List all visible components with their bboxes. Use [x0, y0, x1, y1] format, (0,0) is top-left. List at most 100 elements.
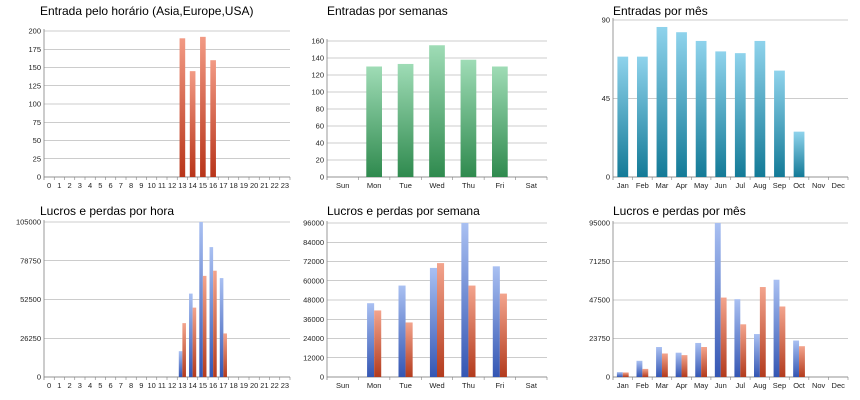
bar-red-16	[210, 60, 216, 178]
x-tick-label: 21	[260, 381, 268, 390]
x-tick-label: 12	[168, 381, 176, 390]
x-tick-label: Aug	[753, 181, 766, 190]
y-tick-label: 36000	[303, 315, 324, 324]
chart-entradas-por-semanas: Entradas por semanas 0 20 40 60 80 100 120 140 1…	[311, 4, 548, 194]
chart-plot: 0 45 90 Jan Feb Mar Apr May Jun Jul Aug Sep Oct Nov De…	[602, 16, 849, 190]
bar-orange-17	[223, 333, 227, 377]
y-tick-label: 140	[311, 54, 324, 63]
x-tick-label: 21	[260, 181, 268, 190]
bar-red-13	[179, 38, 186, 177]
bar-orange-Wed	[437, 263, 445, 377]
bar-blue-Oct	[793, 340, 800, 377]
bar-blue-Wed	[429, 267, 437, 377]
bar-orange-Jul	[740, 324, 747, 377]
x-tick-label: May	[694, 181, 708, 190]
bar-teal-Oct	[793, 131, 805, 177]
chart-plot: 0 23750 47500 71250 95000 Jan Feb Mar Apr May Jun J…	[589, 219, 849, 390]
chart-title: Entradas por semanas	[327, 4, 448, 18]
bar-blue-16	[209, 247, 214, 377]
bar-blue-Aug	[754, 334, 760, 377]
bar-blue-Apr	[675, 352, 682, 377]
bar-blue-Jun	[714, 223, 721, 377]
y-tick-label: 80	[316, 105, 324, 114]
chart-plot: 0 20 40 60 80 100 120 140 160 Sun Mon Tue Wed Thu Fri S…	[311, 37, 548, 190]
y-tick-label: 47500	[589, 296, 610, 305]
bar-blue-Tue	[398, 285, 406, 377]
y-tick-label: 100	[311, 88, 324, 97]
x-tick-label: 1	[57, 381, 61, 390]
bar-blue-Feb	[636, 360, 643, 377]
y-tick-label: 0	[320, 373, 324, 382]
x-tick-label: 10	[147, 381, 155, 390]
x-tick-label: 17	[219, 381, 227, 390]
bar-teal-Mar	[656, 26, 668, 177]
x-tick-label: 11	[158, 181, 166, 190]
x-tick-label: 9	[139, 381, 143, 390]
x-tick-label: Apr	[676, 181, 688, 190]
chart-lucros-perdas-por-mes: Lucros e perdas por mês 0 23750 47500 71250…	[589, 204, 849, 396]
x-tick-label: 17	[219, 181, 227, 190]
bar-orange-Oct	[799, 346, 805, 377]
y-tick-label: 23750	[589, 334, 610, 343]
x-tick-label: 2	[68, 181, 72, 190]
bar-blue-Mar	[656, 347, 662, 377]
bar-orange-Mar	[661, 353, 668, 377]
bar-teal-May	[695, 40, 707, 177]
bar-blue-15	[199, 222, 203, 377]
bar-orange-14	[192, 307, 197, 377]
x-tick-label: Sun	[336, 381, 349, 390]
y-tick-label: 24000	[303, 334, 324, 343]
chart-entradas-por-mes: Entradas por mês 0 45 90 Jan Feb Mar Apr May Jun…	[602, 4, 849, 194]
y-tick-label: 160	[311, 37, 324, 46]
bar-orange-May	[701, 347, 707, 377]
x-tick-label: 5	[98, 181, 102, 190]
x-tick-label: 2	[68, 381, 72, 390]
bar-orange-Tue	[405, 322, 413, 377]
chart-lucros-perdas-por-hora: Lucros e perdas por hora 0 26250 52500 7875…	[16, 204, 291, 396]
x-tick-label: Dec	[832, 181, 846, 190]
x-tick-label: 0	[47, 381, 51, 390]
x-tick-label: Fri	[495, 381, 504, 390]
x-tick-label: Sat	[526, 181, 538, 190]
x-tick-label: Nov	[812, 181, 826, 190]
x-tick-label: 23	[281, 181, 289, 190]
bar-red-15	[200, 36, 206, 178]
x-tick-label: 7	[119, 381, 123, 390]
x-tick-label: 6	[109, 381, 113, 390]
bar-red-14	[189, 71, 196, 177]
y-tick-label: 0	[37, 173, 41, 182]
bar-teal-Jun	[715, 51, 727, 177]
y-tick-label: 60000	[303, 276, 324, 285]
x-tick-label: 22	[270, 381, 278, 390]
y-tick-label: 40	[316, 139, 324, 148]
chart-title: Lucros e perdas por semana	[327, 204, 480, 218]
x-tick-label: 8	[129, 181, 133, 190]
x-tick-label: 8	[129, 381, 133, 390]
bar-orange-Thu	[468, 285, 476, 377]
x-tick-label: 7	[119, 181, 123, 190]
x-tick-label: 12	[168, 181, 176, 190]
bar-orange-15	[202, 275, 207, 377]
x-tick-label: Apr	[676, 381, 688, 390]
bar-green-Tue	[397, 63, 414, 178]
y-tick-label: 0	[320, 173, 324, 182]
y-tick-label: 0	[606, 173, 610, 182]
x-tick-label: Oct	[793, 381, 806, 390]
x-tick-label: Mon	[367, 181, 382, 190]
x-tick-label: Wed	[429, 381, 444, 390]
bar-green-Wed	[429, 45, 445, 177]
x-tick-label: Aug	[753, 381, 766, 390]
x-tick-label: 13	[178, 381, 186, 390]
bar-blue-14	[189, 293, 193, 377]
x-tick-label: 3	[78, 381, 82, 390]
x-tick-label: Nov	[812, 381, 826, 390]
bar-orange-13	[182, 323, 186, 377]
bar-blue-Fri	[492, 266, 500, 377]
x-tick-label: Mar	[655, 181, 668, 190]
y-tick-label: 50	[33, 136, 41, 145]
x-tick-label: Sep	[773, 381, 786, 390]
x-tick-label: 16	[209, 381, 217, 390]
y-tick-label: 20	[316, 156, 324, 165]
bar-blue-May	[695, 342, 702, 377]
